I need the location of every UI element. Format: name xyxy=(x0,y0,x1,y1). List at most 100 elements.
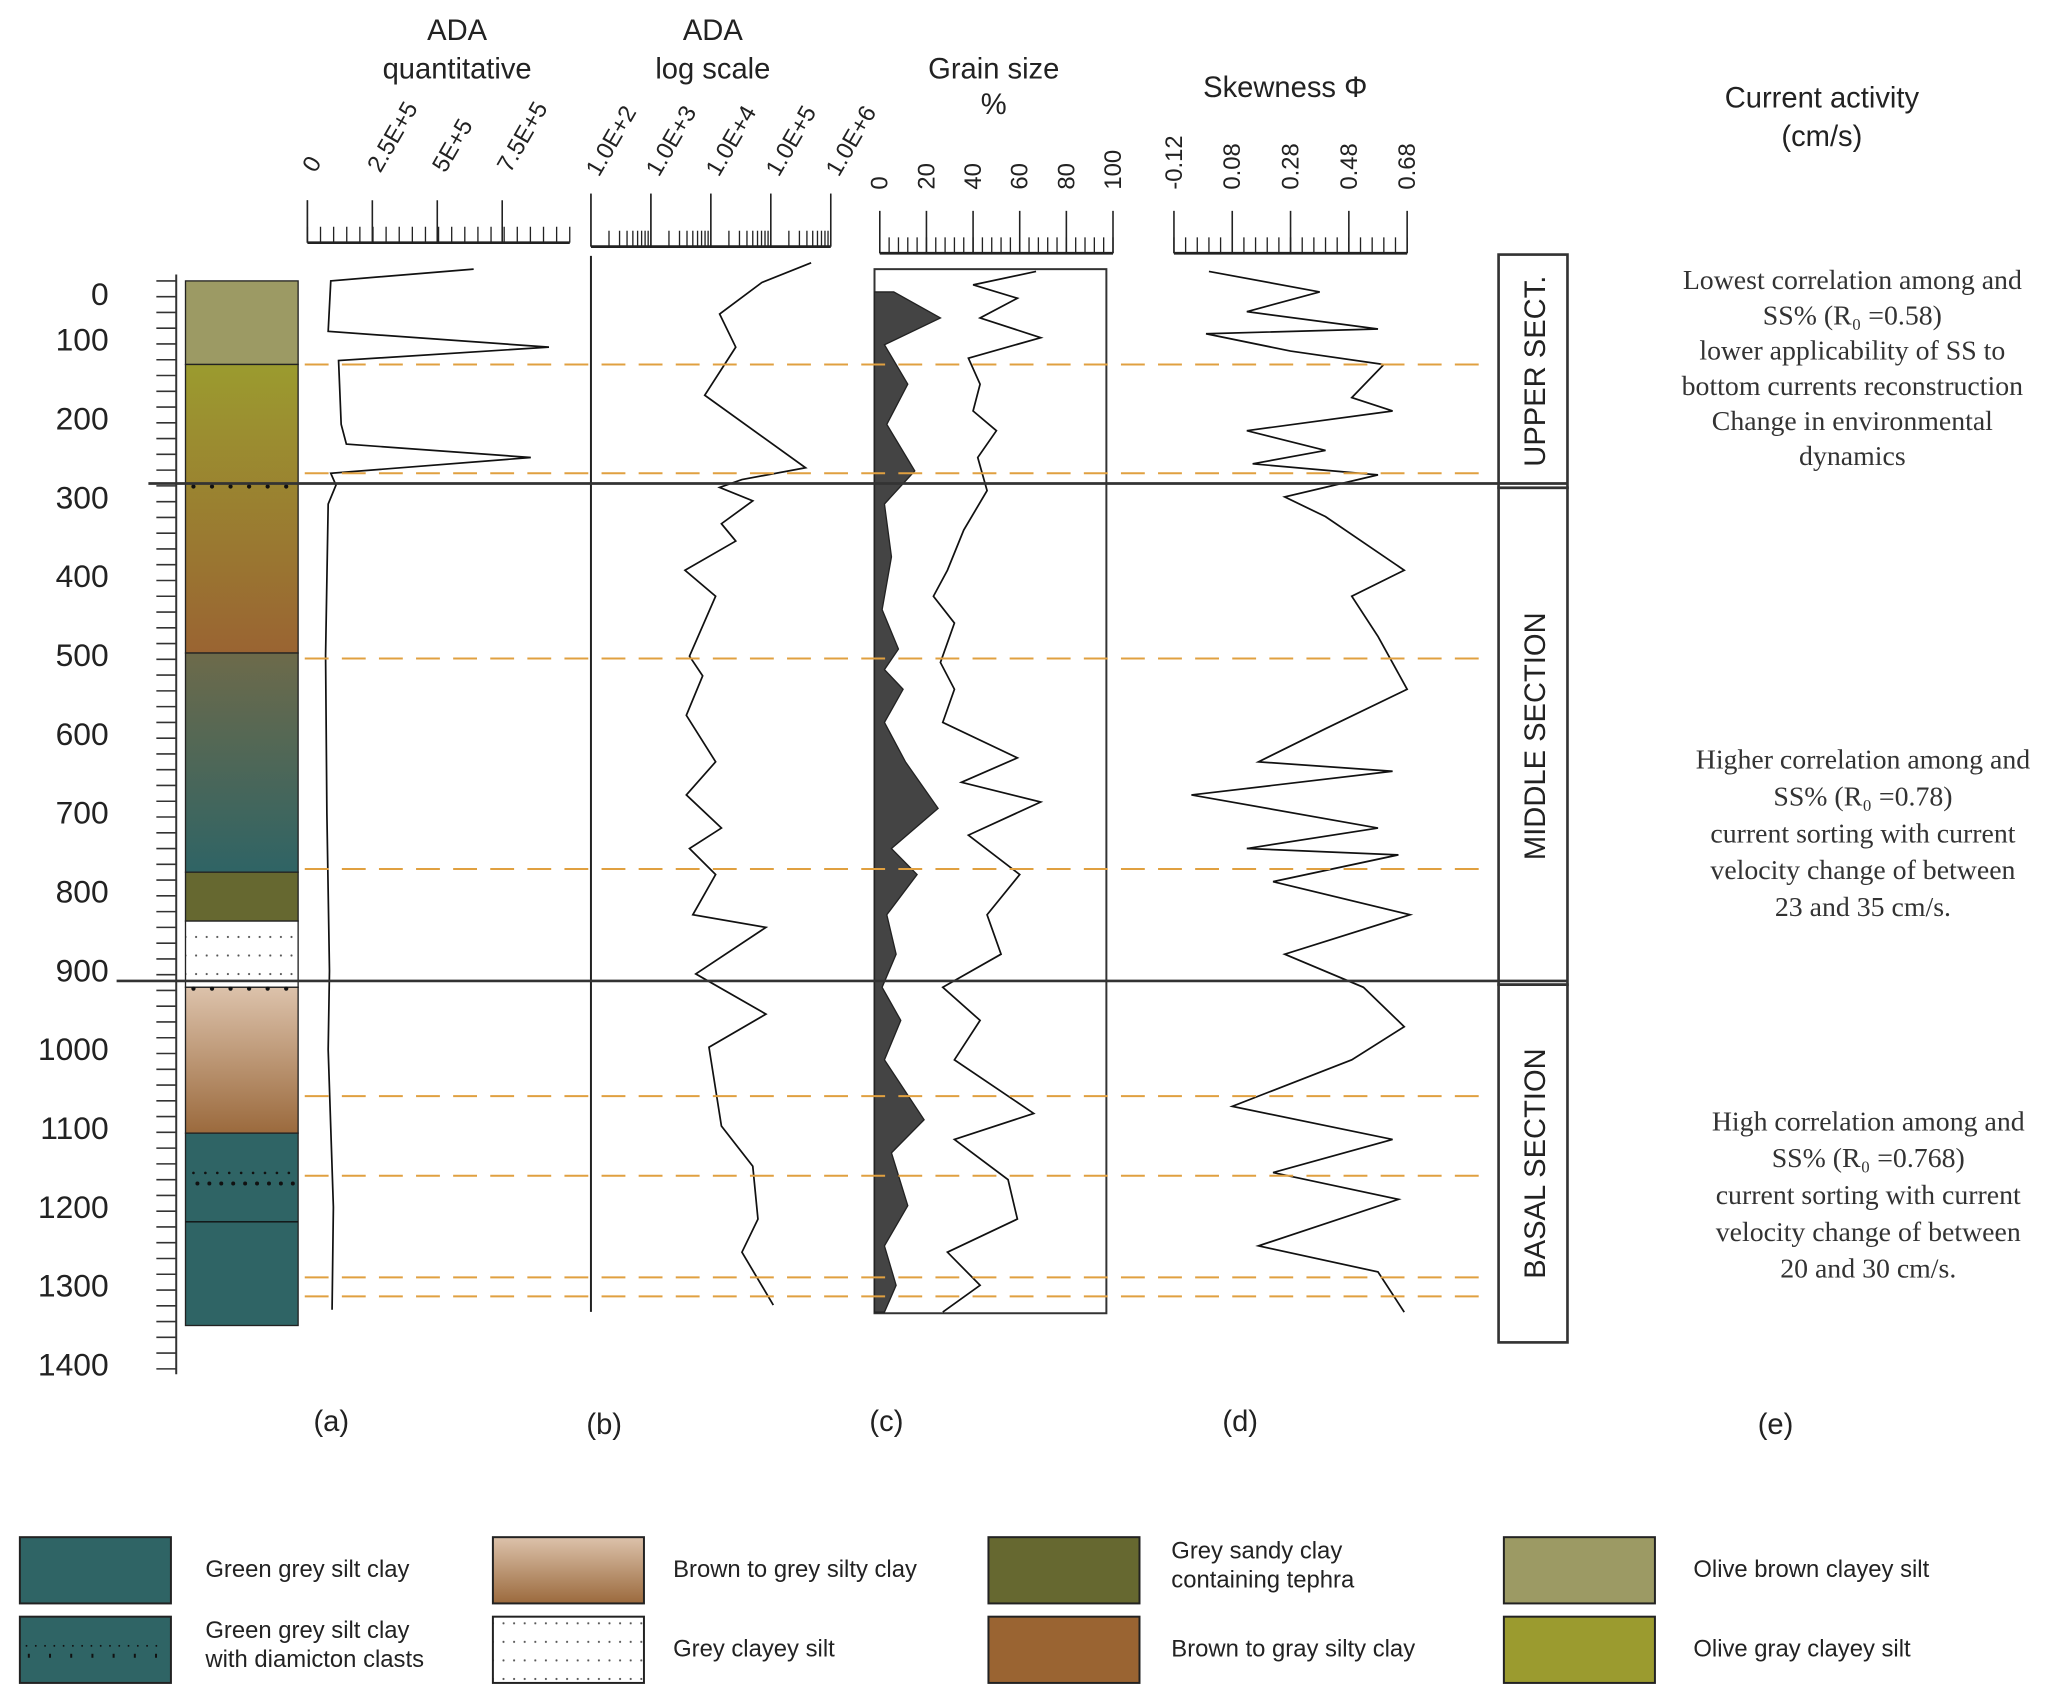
depth-tick-label: 700 xyxy=(56,795,109,831)
series-a-line xyxy=(324,268,550,1310)
tick-label-b: 1.0E+6 xyxy=(821,101,883,181)
note-line: 23 and 35 cm/s. xyxy=(1775,892,1951,923)
tick-label-d: -0.12 xyxy=(1161,135,1188,189)
lithology-layer-green_grey_diamicton xyxy=(184,1132,299,1327)
note-line: bottom currents reconstruction xyxy=(1682,371,2023,402)
data-panels: 0 2.5E+5 5E+5 7.5E+5 1.0E+21.0E+31.0E+41.0E+… xyxy=(297,97,1421,1315)
legend-swatch xyxy=(491,1536,645,1605)
note-line: current sorting with current xyxy=(1716,1180,2021,1211)
legend-label: Green grey silt clay xyxy=(205,1617,409,1644)
legend-swatch xyxy=(491,1615,645,1684)
tick-label-b: 1.0E+3 xyxy=(641,101,703,181)
panel-c: 0 20 40 60 80 100 xyxy=(867,150,1127,1315)
tick-label-d: 0.68 xyxy=(1394,143,1421,189)
tick-label-b: 1.0E+4 xyxy=(701,101,763,181)
legend-item-brown_grey_grad: Brown to grey silty clay xyxy=(491,1536,917,1605)
depth-tick-label: 300 xyxy=(56,479,109,515)
depth-tick-label: 500 xyxy=(56,637,109,673)
title-ada-log-2: log scale xyxy=(655,53,770,85)
note-line: velocity change of between xyxy=(1716,1217,2021,1248)
legend-label: Olive brown clayey silt xyxy=(1693,1556,1929,1583)
tick-label-c: 80 xyxy=(1053,163,1080,190)
panel-titles: ADA quantitative ADA log scale Grain siz… xyxy=(383,15,1920,153)
panel-d: -0.12 0.08 0.28 0.48 0.68 xyxy=(1161,135,1421,1313)
lithology-layer-olive_gray xyxy=(184,363,299,654)
boundary-lines xyxy=(116,363,1568,1298)
panel-label-a: (a) xyxy=(313,1406,349,1438)
depth-tick-label: 1000 xyxy=(38,1031,109,1067)
tick-label-a: 7.5E+5 xyxy=(492,97,554,177)
series-c-line xyxy=(932,270,1044,1313)
lithology-layer-grey_clayey_silt xyxy=(184,920,299,988)
title-ada-log-1: ADA xyxy=(683,15,743,47)
section-box xyxy=(1497,983,1569,1344)
depth-tick-label: 1200 xyxy=(38,1189,109,1225)
depth-tick-label: 1400 xyxy=(38,1347,109,1383)
note-line: SS% (R₀ =0.58) xyxy=(1763,300,1942,331)
depth-tick-label: 900 xyxy=(56,952,109,988)
legend-item-brown_gray: Brown to gray silty clay xyxy=(987,1615,1415,1684)
section-labels: UPPER SECT. MIDDLE SECTION BASAL SECTION xyxy=(1497,253,1569,1344)
legend-item-grey_clayey_silt: Grey clayey silt xyxy=(491,1615,835,1684)
note-line: velocity change of between xyxy=(1710,855,2015,886)
tick-label-c: 20 xyxy=(913,163,940,190)
tick-label-d: 0.08 xyxy=(1219,143,1246,189)
legend-swatch xyxy=(987,1536,1141,1605)
lithology-layer-olive_brown xyxy=(184,280,299,366)
legend-label: containing tephra xyxy=(1171,1567,1355,1594)
depth-tick-label: 0 xyxy=(91,276,109,312)
series-c-filled xyxy=(873,291,942,1313)
depth-tick-label: 800 xyxy=(56,873,109,909)
legend-label: with diamicton clasts xyxy=(204,1646,424,1673)
note-line: lower applicability of SS to xyxy=(1699,336,2005,367)
section-label: MIDDLE SECTION xyxy=(1520,612,1552,860)
note-line: SS% (R₀ =0.768) xyxy=(1772,1143,1965,1174)
legend-item-grey_sandy_tephra: Grey sandy clay containing tephra xyxy=(987,1536,1355,1605)
note-line: Higher correlation among and xyxy=(1696,745,2030,776)
tick-label-a: 5E+5 xyxy=(427,114,479,176)
title-skewness: Skewness Φ xyxy=(1203,72,1367,104)
legend-swatch xyxy=(1502,1536,1656,1605)
section-label: BASAL SECTION xyxy=(1520,1048,1552,1279)
tick-label-c: 100 xyxy=(1100,150,1127,190)
note-line: 20 and 30 cm/s. xyxy=(1780,1254,1956,1285)
title-current-1: Current activity xyxy=(1725,83,1920,115)
legend-swatch xyxy=(18,1536,172,1605)
tick-label-d: 0.28 xyxy=(1278,143,1305,189)
tick-label-c: 40 xyxy=(960,163,987,190)
depth-tick-label: 1300 xyxy=(38,1268,109,1304)
note-line: current sorting with current xyxy=(1710,818,2015,849)
panel-a: 0 2.5E+5 5E+5 7.5E+5 xyxy=(297,97,571,1310)
legend-label: Olive gray clayey silt xyxy=(1693,1635,1911,1662)
series-d-line xyxy=(1191,270,1414,1313)
tick-label-a: 2.5E+5 xyxy=(362,97,424,177)
panel-b: 1.0E+21.0E+31.0E+41.0E+51.0E+6 xyxy=(581,101,882,1312)
note-line: SS% (R₀ =0.78) xyxy=(1773,782,1952,813)
legend-item-olive_gray: Olive gray clayey silt xyxy=(1502,1615,1911,1684)
tick-label-c: 60 xyxy=(1007,163,1034,190)
lithology-layer-grey_sandy_tephra xyxy=(184,871,299,922)
legend-label: Grey clayey silt xyxy=(673,1635,835,1662)
panel-label-d: (d) xyxy=(1222,1406,1258,1438)
title-grain-1: Grain size xyxy=(928,53,1059,85)
panel-label-c: (c) xyxy=(869,1406,903,1438)
current-activity-notes: Lowest correlation among and SS% (R₀ =0.5… xyxy=(1682,265,2031,1285)
section-label: UPPER SECT. xyxy=(1520,276,1552,467)
lithology-column xyxy=(184,280,299,1327)
legend-label: Green grey silt clay xyxy=(205,1556,409,1583)
legend-swatch xyxy=(18,1615,172,1684)
title-grain-2: % xyxy=(981,89,1007,121)
title-ada-quant-2: quantitative xyxy=(383,53,532,85)
depth-tick-label: 400 xyxy=(56,558,109,594)
legend-swatch xyxy=(987,1615,1141,1684)
legend-label: Brown to gray silty clay xyxy=(1171,1635,1415,1662)
title-current-2: (cm/s) xyxy=(1781,121,1862,153)
lithology-layer-brown_grey_grad xyxy=(184,986,299,1134)
legend-item-green_grey: Green grey silt clay xyxy=(18,1536,410,1605)
depth-axis: 0 100 200 300 400 500 600 700 800 900 1000 1100 1200… xyxy=(38,274,178,1383)
tick-label-b: 1.0E+2 xyxy=(581,101,643,181)
depth-tick-label: 1100 xyxy=(40,1110,108,1146)
tick-label-c: 0 xyxy=(867,176,894,189)
legend-label: Grey sandy clay xyxy=(1171,1537,1342,1564)
